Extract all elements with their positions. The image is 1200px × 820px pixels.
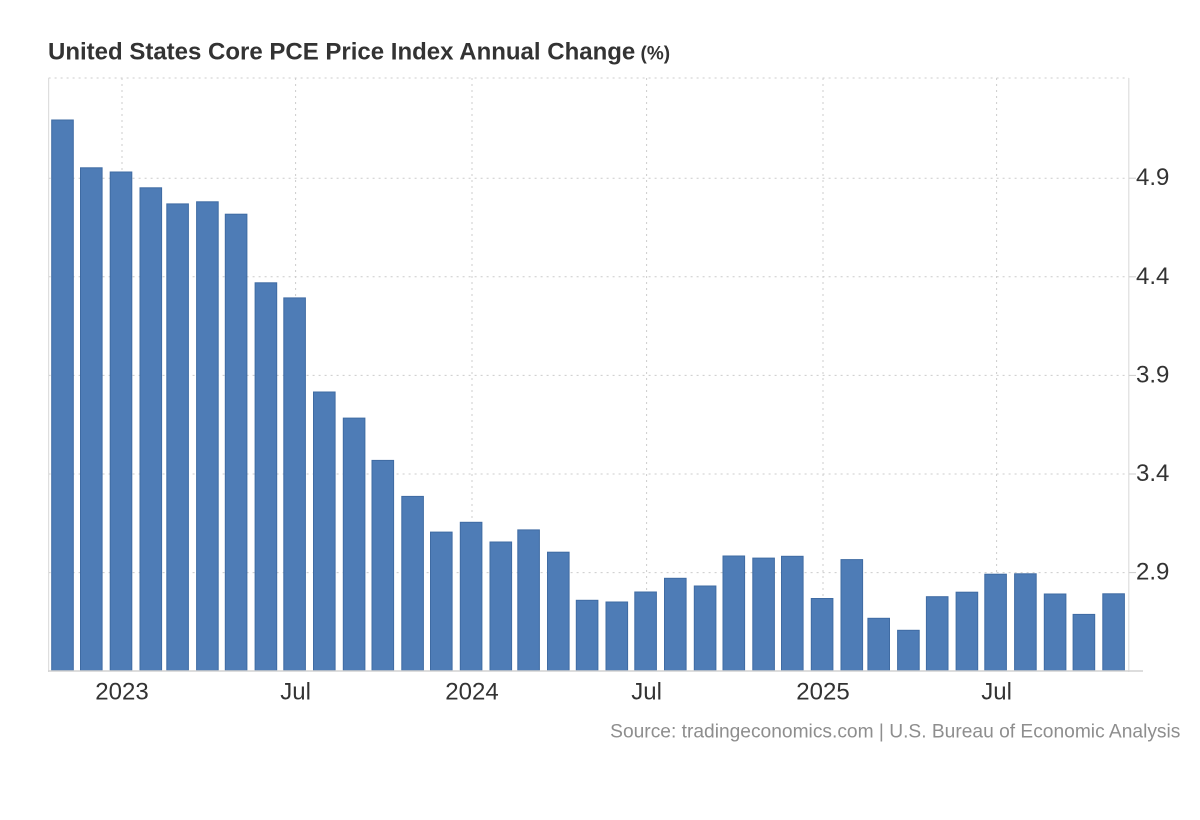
svg-text:Jul: Jul — [981, 679, 1012, 706]
svg-text:4.4: 4.4 — [1136, 263, 1169, 290]
svg-text:Source: tradingeconomics.com |: Source: tradingeconomics.com | U.S. Bure… — [610, 721, 1180, 742]
svg-text:2023: 2023 — [95, 679, 148, 706]
svg-text:3.9: 3.9 — [1136, 361, 1169, 388]
svg-text:2024: 2024 — [445, 679, 498, 706]
svg-text:2025: 2025 — [796, 679, 849, 706]
svg-text:2.9: 2.9 — [1136, 559, 1169, 586]
svg-text:Jul: Jul — [280, 679, 311, 706]
svg-text:Jul: Jul — [631, 679, 662, 706]
svg-text:United States Core PCE Price I: United States Core PCE Price Index Annua… — [48, 38, 670, 65]
svg-text:3.4: 3.4 — [1136, 460, 1169, 487]
svg-text:4.9: 4.9 — [1136, 164, 1169, 191]
